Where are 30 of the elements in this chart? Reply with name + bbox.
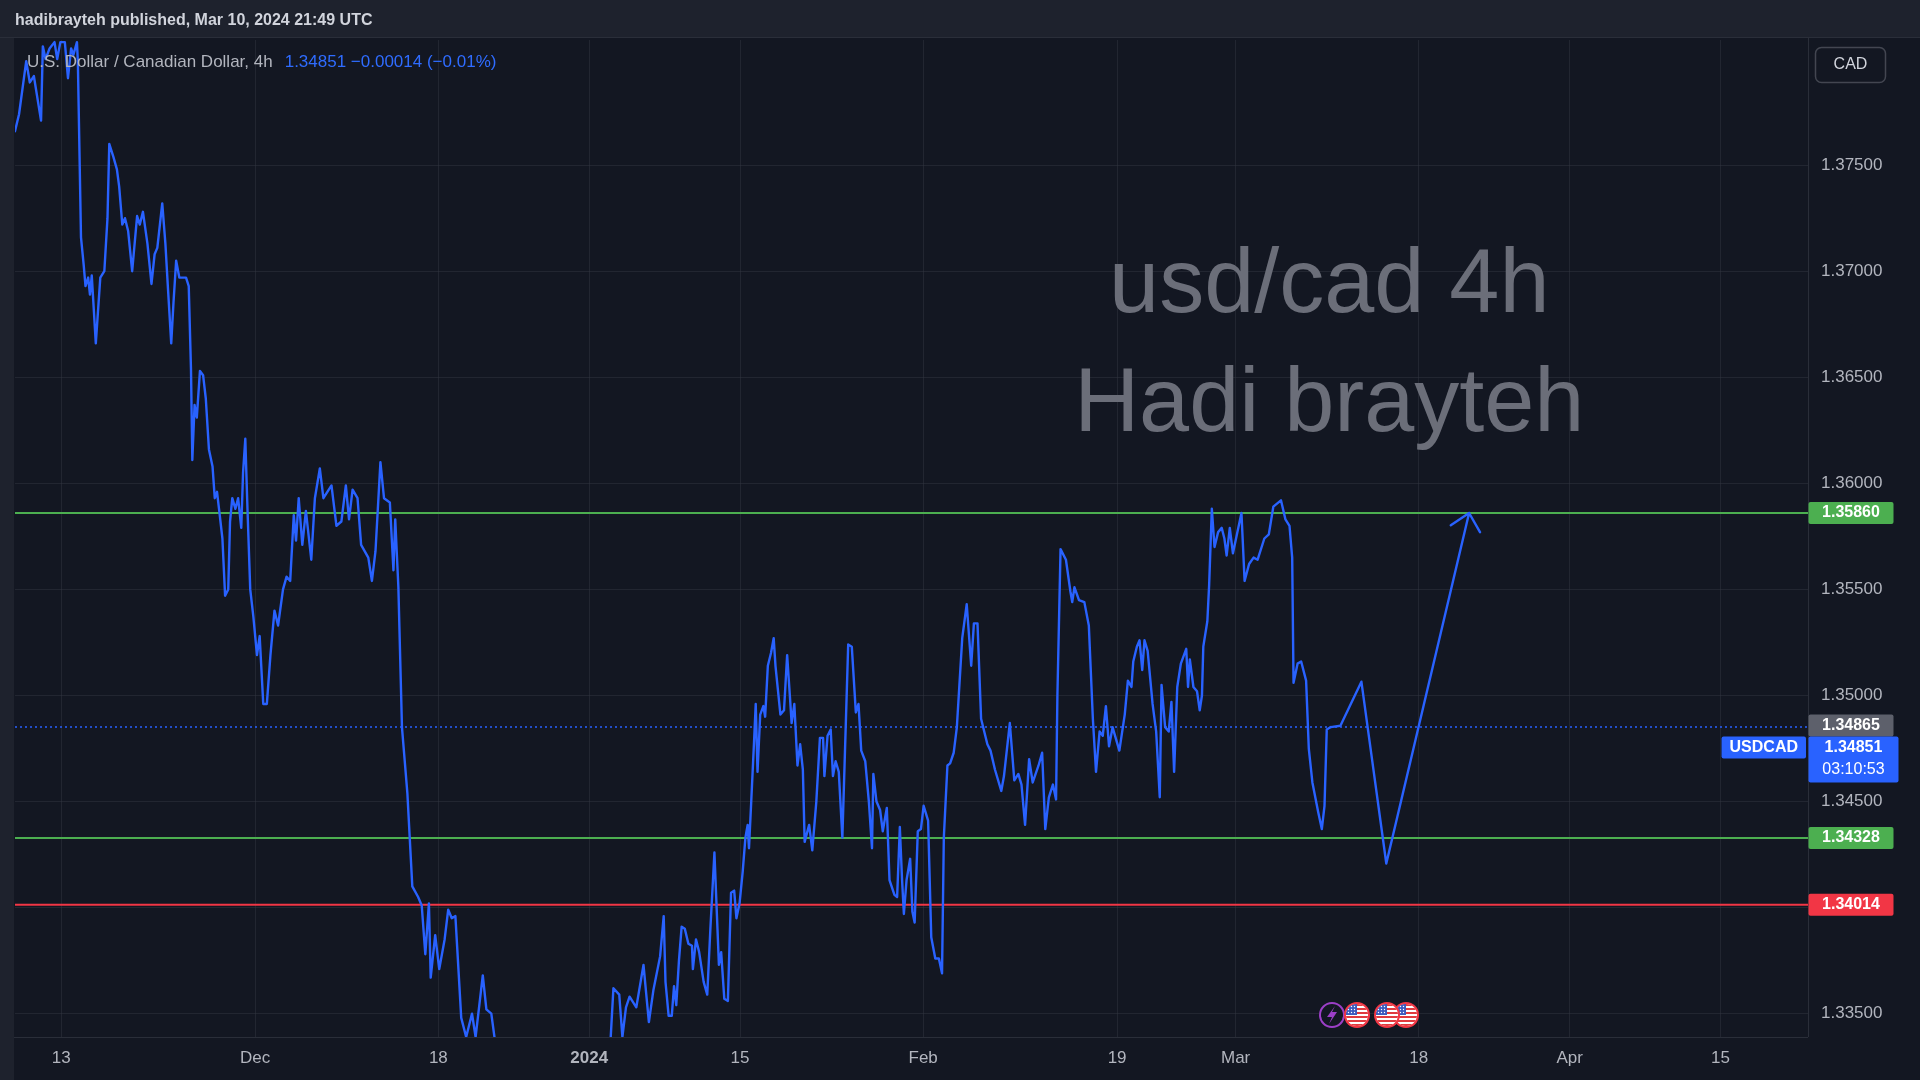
- text: USDCAD: [1729, 737, 1798, 755]
- text: hadibrayteh published, Mar 10, 2024 21:49 UTC: [15, 11, 373, 29]
- x-tick-label: 15: [730, 1047, 750, 1067]
- ref-line-label: 1.34014: [1822, 895, 1881, 913]
- x-tick-label: 18: [428, 1047, 448, 1067]
- x-tick-label: Mar: [1220, 1047, 1251, 1067]
- y-tick-label: 1.37000: [1821, 260, 1883, 280]
- ref-line-label: 1.34328: [1822, 828, 1881, 846]
- x-tick-label: 13: [51, 1047, 71, 1067]
- y-tick-label: 1.35500: [1821, 579, 1883, 599]
- ref-line-label: 1.34851 03:10:53: [1822, 737, 1885, 777]
- annotation: Hadi brayteh: [1074, 350, 1585, 450]
- annotation: usd/cad 4h: [1109, 231, 1550, 331]
- text: 1.34851 −0.00014 (−0.01%): [284, 51, 497, 71]
- y-tick-label: 1.33500: [1821, 1003, 1883, 1023]
- x-tick-label: 15: [1711, 1047, 1730, 1067]
- x-tick-label: Apr: [1556, 1047, 1584, 1067]
- x-tick-label: 2024: [570, 1047, 609, 1067]
- y-tick-label: 1.37500: [1821, 154, 1883, 174]
- x-tick-label: Feb: [908, 1047, 938, 1067]
- y-axis-title: CAD: [1833, 55, 1868, 73]
- ref-line-label: 1.35860: [1822, 503, 1881, 521]
- text: 1.34865: [1822, 715, 1881, 733]
- y-tick-label: 1.34500: [1821, 791, 1883, 811]
- y-tick-label: 1.36500: [1821, 366, 1883, 386]
- x-tick-label: Dec: [240, 1047, 271, 1067]
- x-tick-label: 18: [1409, 1047, 1429, 1067]
- y-tick-label: 1.36000: [1821, 473, 1883, 493]
- y-tick-label: 1.35000: [1821, 685, 1883, 705]
- x-tick-label: 19: [1107, 1047, 1127, 1067]
